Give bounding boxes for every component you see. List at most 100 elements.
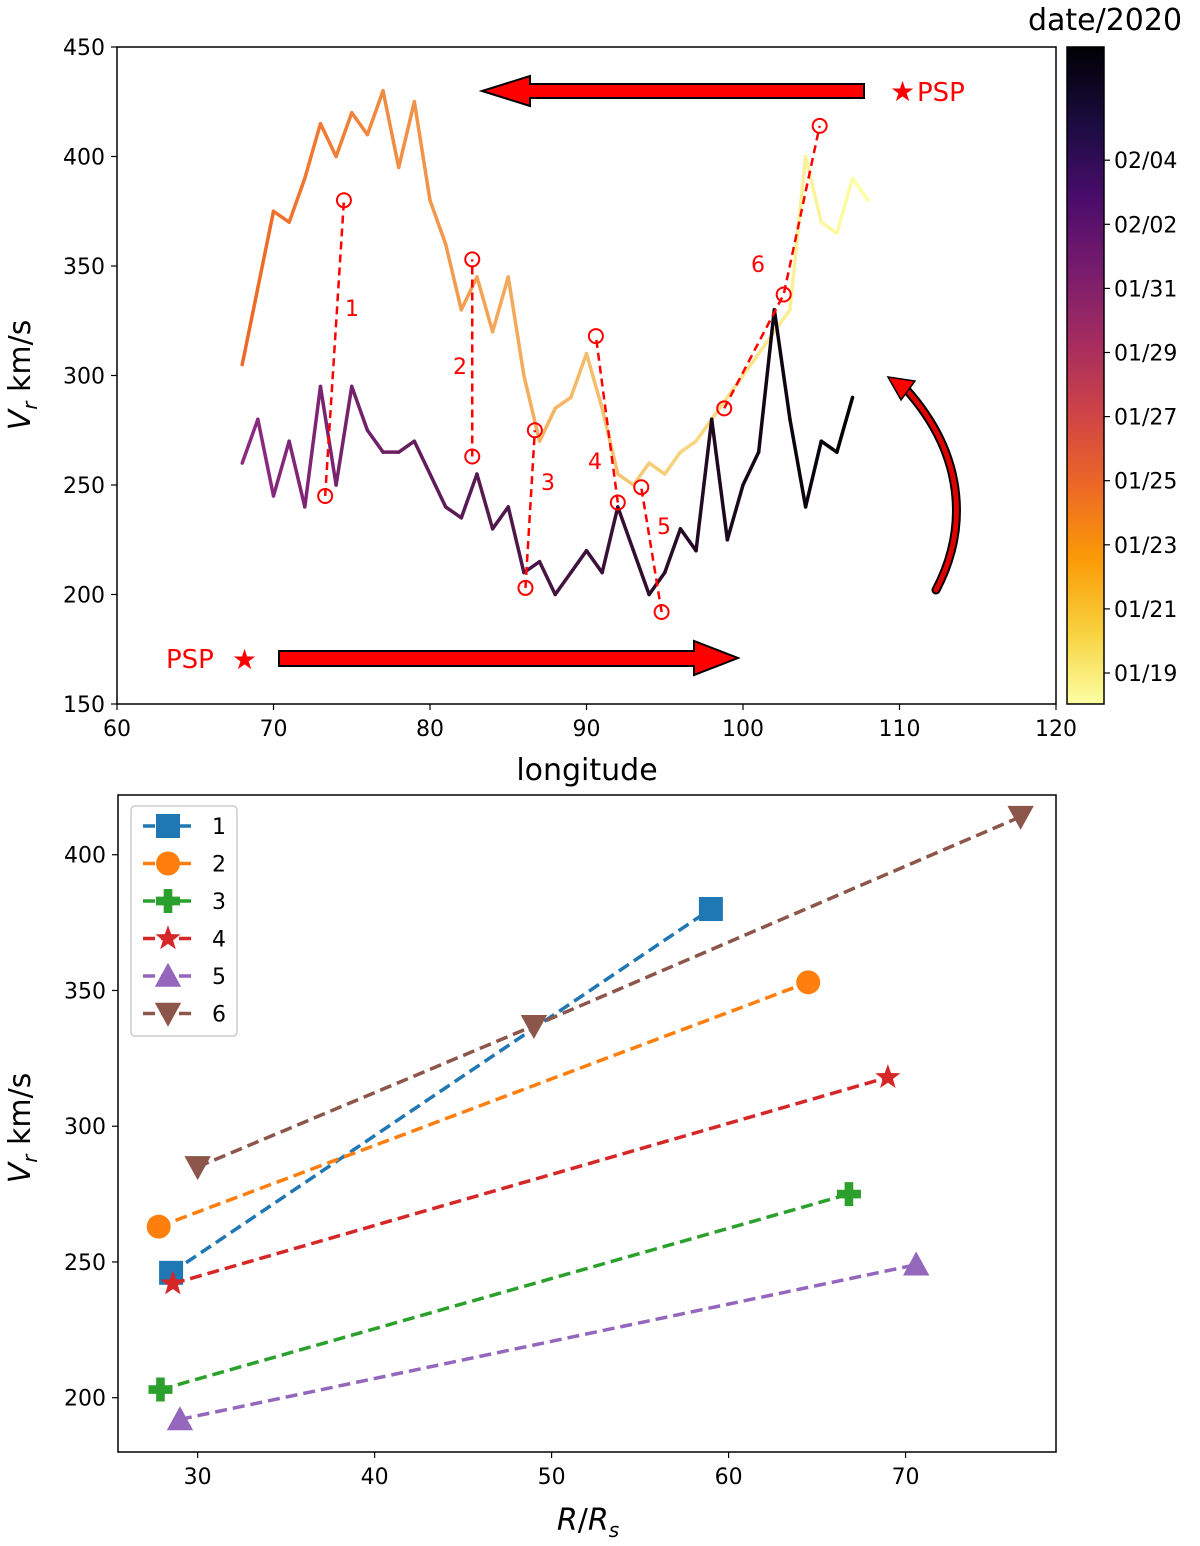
series-2-segment bbox=[350, 384, 370, 432]
series-2-segment bbox=[396, 439, 417, 454]
top-ytick-label-450: 450 bbox=[63, 36, 105, 61]
series-2-segment bbox=[240, 417, 260, 465]
series-2-segment bbox=[506, 505, 526, 575]
connection-point-1 bbox=[335, 192, 352, 209]
series-2-marker bbox=[796, 970, 821, 995]
series-5-line bbox=[179, 1262, 917, 1422]
series-2-segment bbox=[600, 505, 620, 575]
top-series-group bbox=[240, 89, 870, 597]
series-1-segment bbox=[616, 472, 636, 487]
top-ytick-label-200: 200 bbox=[63, 584, 105, 609]
top-panel: ★ PSP PSP ★ 1 2 3 4 5 6 60 70 80 90 100 110 12… bbox=[3, 36, 1077, 788]
series-1-segment bbox=[741, 351, 761, 378]
top-xtick-label-80: 80 bbox=[416, 717, 444, 742]
connection-label-1: 1 bbox=[345, 297, 359, 322]
top-connections-group bbox=[317, 117, 828, 621]
bottom-axes-frame bbox=[117, 794, 1057, 1453]
top-xtick-label-90: 90 bbox=[573, 717, 601, 742]
series-6-marker bbox=[1007, 805, 1034, 830]
legend-marker-5 bbox=[154, 962, 182, 987]
colorbar: date/2020 01/19 01/21 01/23 01/25 01/27 01/29… bbox=[1028, 3, 1182, 705]
series-2-segment bbox=[569, 548, 589, 575]
top-ytick-label-400: 400 bbox=[63, 146, 105, 171]
top-xlabel: longitude bbox=[516, 753, 657, 788]
bottom-ylabel: Vr km/s bbox=[3, 1073, 42, 1184]
series-2-segment bbox=[819, 439, 839, 454]
series-5-marker bbox=[902, 1251, 930, 1276]
connection-label-6: 6 bbox=[751, 253, 765, 278]
connection-label-5: 5 bbox=[657, 515, 671, 540]
series-4-line bbox=[172, 1075, 889, 1286]
connection-point-4 bbox=[609, 494, 626, 511]
series-1-segment bbox=[475, 275, 495, 334]
series-1-segment bbox=[334, 110, 354, 159]
top-ylabel: Vr km/s bbox=[3, 320, 42, 431]
colorbar-tick-label-4: 01/27 bbox=[1114, 406, 1177, 431]
bottom-xtick-label-40: 40 bbox=[361, 1465, 389, 1490]
series-1-segment bbox=[318, 121, 338, 159]
top-ytick-label-250: 250 bbox=[63, 474, 105, 499]
series-2-line bbox=[158, 980, 809, 1229]
top-ytick-label-150: 150 bbox=[63, 693, 105, 718]
series-1-segment bbox=[459, 275, 479, 312]
connection-point-3 bbox=[526, 422, 543, 439]
series-6-line bbox=[196, 815, 1022, 1169]
series-2-segment bbox=[725, 483, 745, 542]
series-3-line bbox=[159, 1192, 850, 1392]
series-1-segment bbox=[428, 198, 448, 246]
connection-point-2 bbox=[464, 448, 481, 465]
series-1-segment bbox=[553, 395, 573, 411]
top-xtick-label-60: 60 bbox=[103, 717, 131, 742]
series-1-segment bbox=[647, 461, 667, 476]
series-2-segment bbox=[537, 559, 557, 597]
connection-label-2: 2 bbox=[453, 355, 467, 380]
bottom-ytick-label-300: 300 bbox=[64, 1115, 106, 1140]
connection-point-1 bbox=[317, 487, 334, 504]
series-2-segment bbox=[303, 384, 323, 509]
series-1-segment bbox=[537, 406, 557, 443]
series-1-segment bbox=[819, 220, 839, 235]
series-1-segment bbox=[287, 176, 307, 224]
connection-point-3 bbox=[517, 579, 534, 596]
series-1-segment bbox=[240, 286, 260, 367]
colorbar-tick-label-2: 01/23 bbox=[1114, 534, 1177, 559]
bottom-xlabel: R/Rs bbox=[557, 1503, 619, 1542]
bottom-xtick-label-60: 60 bbox=[715, 1465, 743, 1490]
series-3-marker bbox=[148, 1377, 173, 1402]
legend-marker-6 bbox=[154, 1002, 182, 1027]
series-6-marker bbox=[520, 1014, 548, 1039]
connection-line-4 bbox=[594, 335, 620, 503]
psp-label-top: PSP bbox=[917, 78, 965, 108]
series-2-segment bbox=[443, 505, 464, 520]
series-3-marker bbox=[836, 1182, 861, 1207]
legend: 1 2 3 4 5 6 bbox=[130, 805, 238, 1037]
series-1-marker bbox=[698, 897, 723, 922]
psp-label-bottom: PSP bbox=[166, 645, 214, 675]
series-2-segment bbox=[803, 439, 823, 509]
psp-star-top: ★ bbox=[890, 75, 915, 108]
top-xtick-label-100: 100 bbox=[722, 717, 764, 742]
series-2-segment bbox=[412, 439, 432, 476]
bottom-ytick-label-200: 200 bbox=[64, 1387, 106, 1412]
connection-point-5 bbox=[653, 604, 670, 621]
series-2-segment bbox=[318, 384, 338, 487]
colorbar-tick-label-7: 02/02 bbox=[1114, 213, 1177, 238]
top-ytick-label-350: 350 bbox=[63, 255, 105, 280]
top-xtick-label-120: 120 bbox=[1035, 717, 1077, 742]
series-2-segment bbox=[788, 417, 808, 509]
colorbar-gradient bbox=[1066, 46, 1105, 705]
top-ticks-group: 60 70 80 90 100 110 120 150 200 250 300 350 400 450 bbox=[63, 36, 1077, 742]
top-axes-frame bbox=[116, 46, 1057, 705]
legend-label-3: 3 bbox=[212, 890, 226, 915]
legend-entries: 1 2 3 4 5 6 bbox=[143, 814, 226, 1028]
series-4-marker bbox=[875, 1064, 901, 1088]
bottom-xtick-label-50: 50 bbox=[538, 1465, 566, 1490]
legend-marker-4 bbox=[155, 925, 181, 950]
series-5-marker bbox=[166, 1406, 194, 1431]
bottom-ytick-label-400: 400 bbox=[64, 844, 106, 869]
series-2-segment bbox=[428, 472, 448, 509]
curved-arrow-head bbox=[886, 376, 917, 402]
top-xtick-label-70: 70 bbox=[260, 717, 288, 742]
connection-label-3: 3 bbox=[541, 471, 555, 496]
